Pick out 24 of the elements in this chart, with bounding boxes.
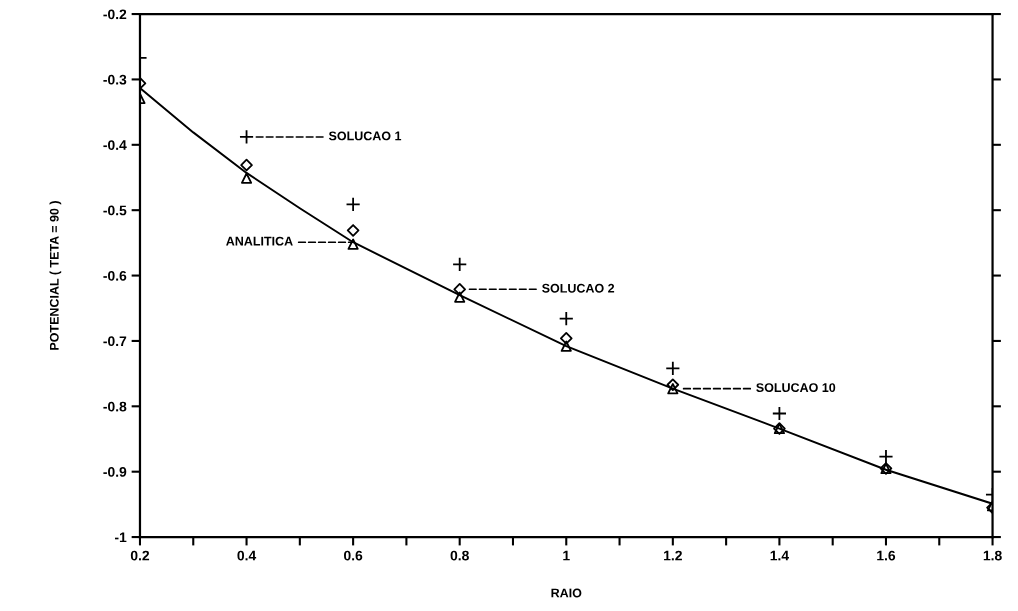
x-tick-label: 1.4 <box>770 550 789 561</box>
text: SOLUCAO 2 <box>542 283 615 293</box>
annotation: ANALITICA <box>226 236 293 246</box>
x-tick-label: 1.6 <box>877 550 896 561</box>
x-tick-label: 0.2 <box>130 550 150 561</box>
y-tick-label: -0.3 <box>103 74 127 85</box>
y-tick-label: -0.2 <box>103 9 127 20</box>
text: SOLUCAO 1 <box>328 131 402 141</box>
y-tick-label: -0.5 <box>103 205 127 216</box>
x-tick-label: 1.8 <box>983 550 1002 561</box>
y-tick-label: -0.7 <box>103 336 127 347</box>
y-tick-label: -0.6 <box>103 270 127 281</box>
y-axis-title: POTENCIAL ( TETA = 90 ) <box>49 201 62 350</box>
x-tick-label: 0.6 <box>344 550 363 561</box>
x-tick-label: 0.8 <box>450 550 469 561</box>
x-tick-label: 1.2 <box>664 550 682 561</box>
y-tick-label: -0.4 <box>103 140 127 150</box>
x-axis-title: RAIO <box>551 588 582 598</box>
y-tick-label: -1 <box>114 532 127 543</box>
x-tick-label: 1 <box>563 550 570 561</box>
text: SOLUCAO 10 <box>756 383 836 393</box>
x-tick-label: 0.4 <box>237 550 257 561</box>
y-tick-label: -0.9 <box>103 467 127 477</box>
y-tick-label: -0.8 <box>103 401 127 412</box>
